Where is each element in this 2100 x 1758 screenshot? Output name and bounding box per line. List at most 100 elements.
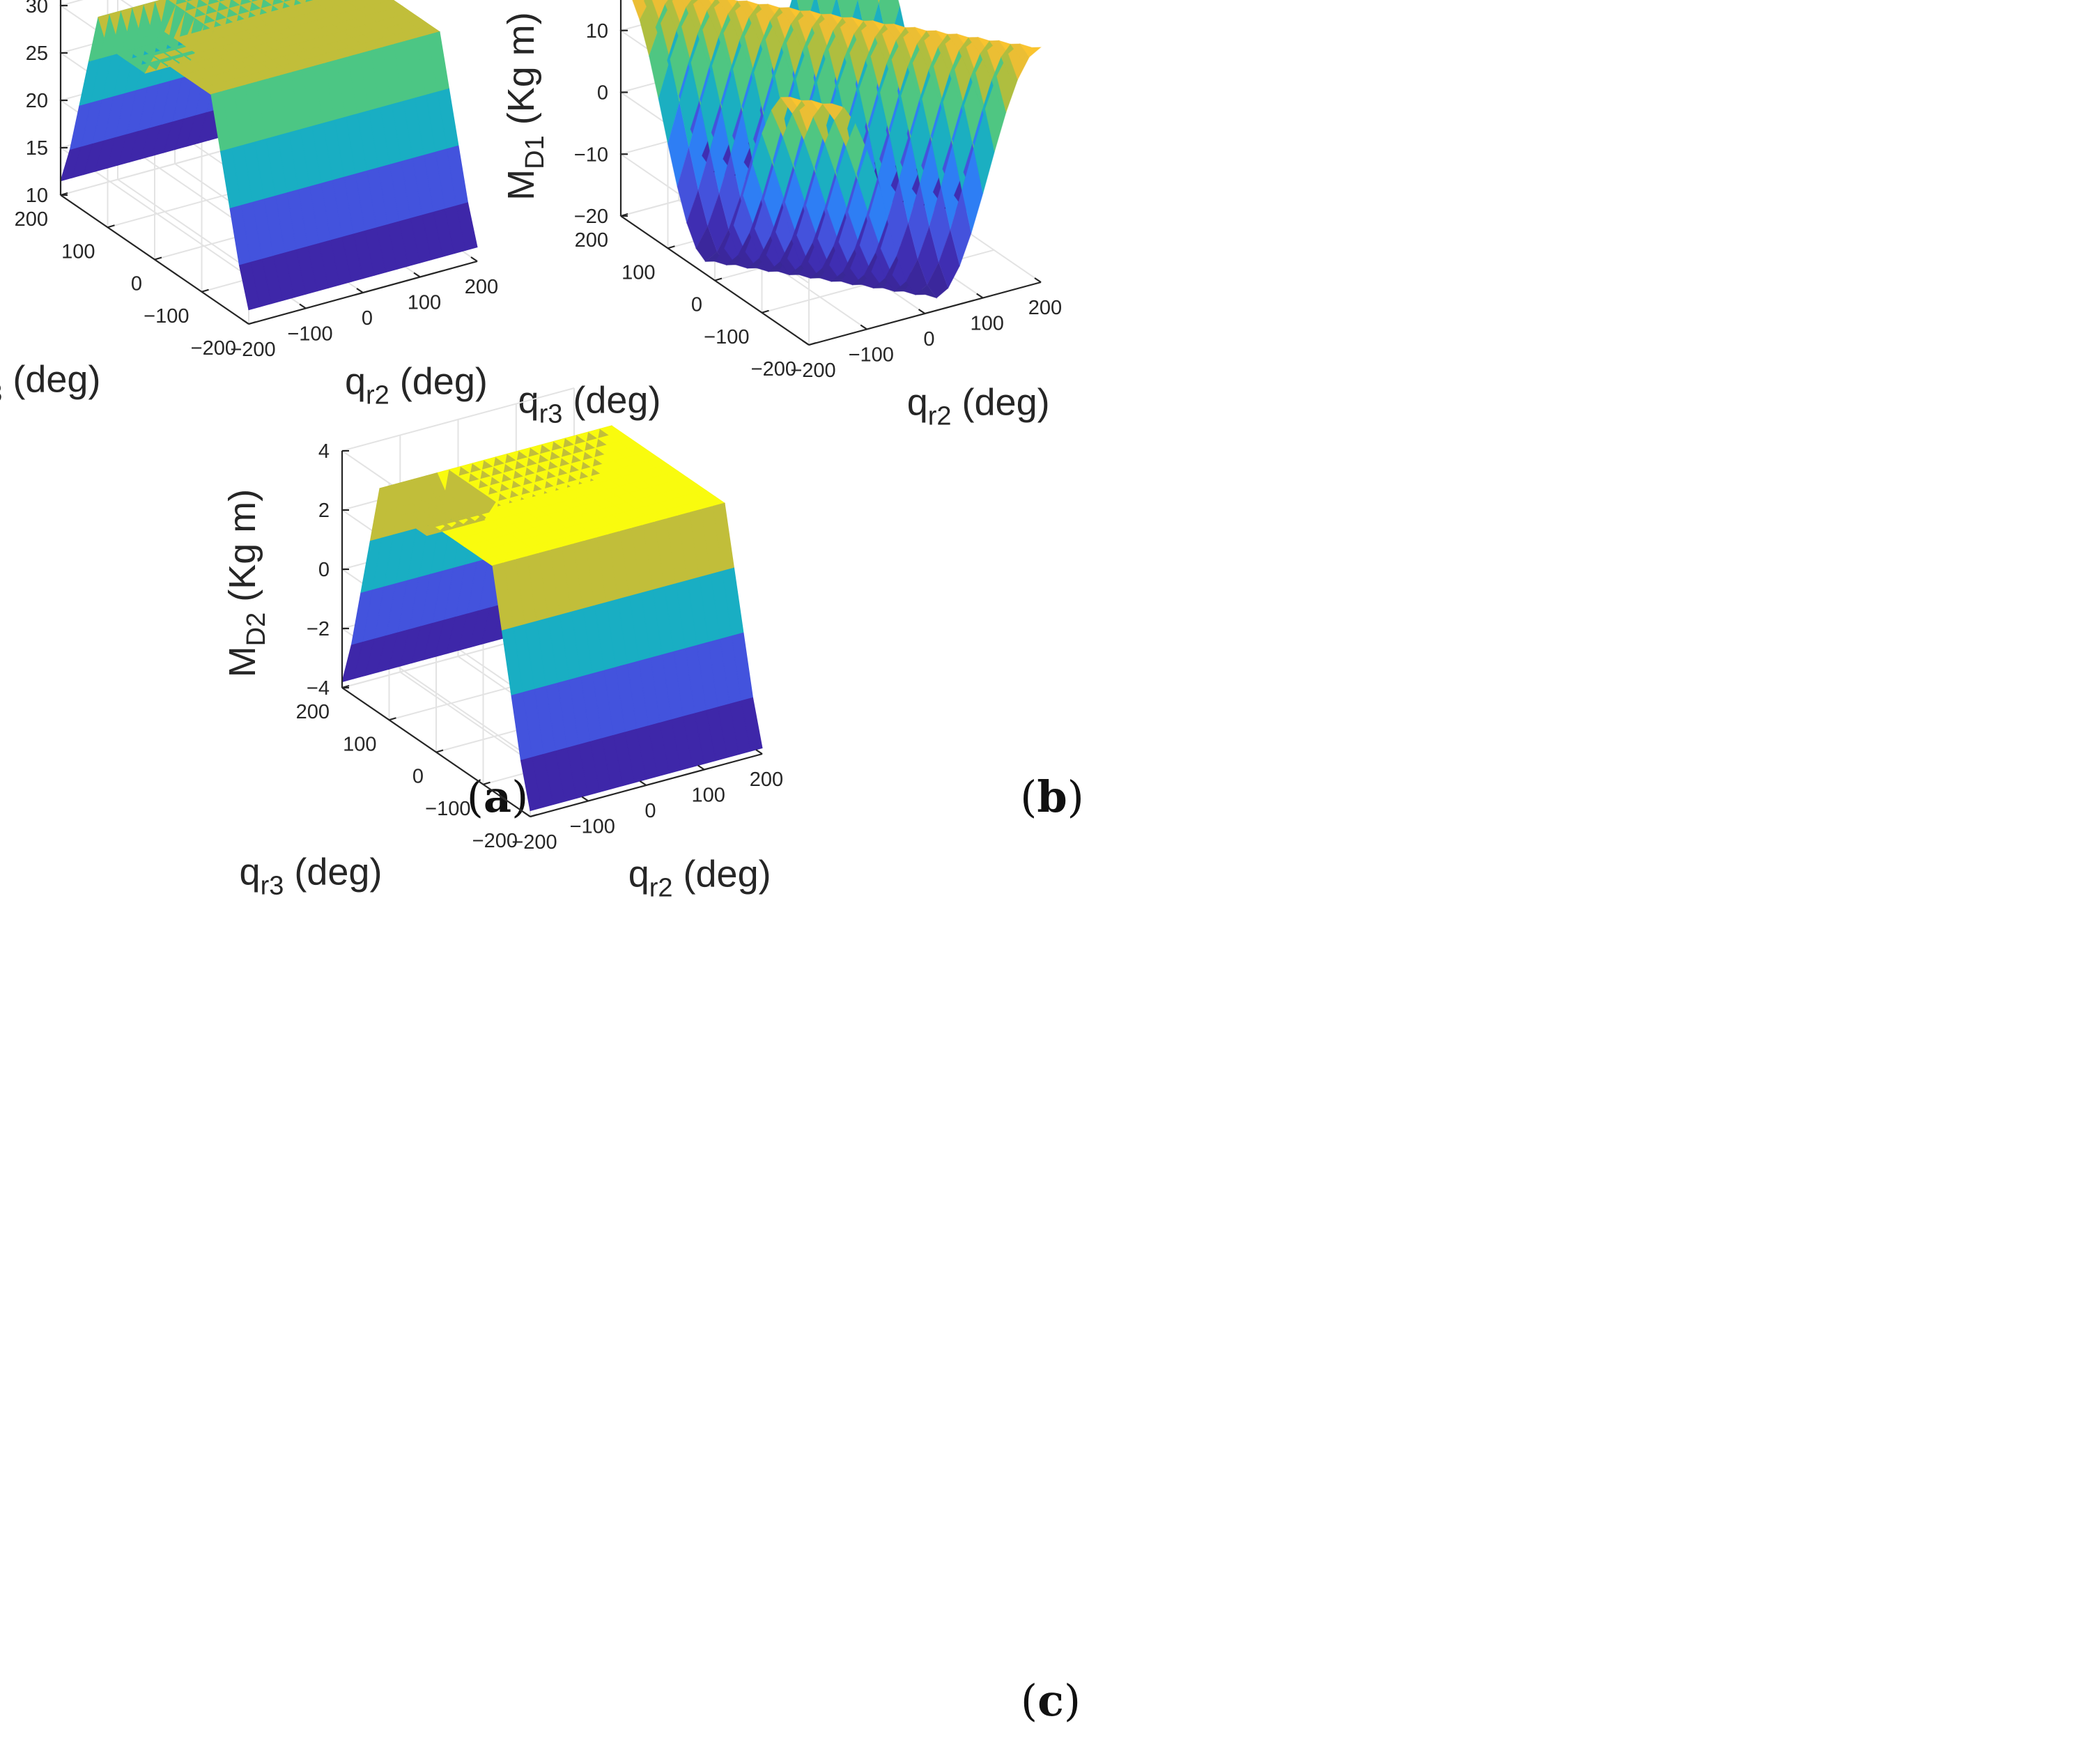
x-tick-mark bbox=[242, 319, 249, 325]
x-tick-mark bbox=[918, 309, 926, 314]
y-tick-mark bbox=[714, 277, 723, 282]
z-tick-label: 0 bbox=[597, 82, 608, 105]
y-tick-label: 100 bbox=[61, 240, 95, 263]
y-tick-label: −100 bbox=[425, 798, 470, 820]
x-tick-label: −200 bbox=[511, 831, 557, 854]
y-axis-label: qr3 (deg) bbox=[518, 380, 661, 429]
x-tick-label: 100 bbox=[692, 785, 725, 807]
caption-a: (a) bbox=[467, 771, 529, 822]
plot-b: −200−1000100200−200−1000100200−20−100102… bbox=[500, 0, 1084, 822]
z-tick-label: 10 bbox=[586, 20, 608, 43]
x-tick-label: 0 bbox=[923, 328, 934, 350]
y-tick-mark bbox=[201, 288, 209, 293]
x-tick-mark bbox=[581, 796, 589, 802]
x-tick-mark bbox=[860, 324, 867, 330]
y-tick-label: 100 bbox=[621, 261, 655, 284]
axes bbox=[619, 0, 1042, 346]
x-tick-label: −100 bbox=[849, 344, 894, 367]
z-tick-label: 0 bbox=[318, 559, 330, 581]
surface-patch bbox=[305, 0, 314, 3]
plot-c: −200−1000100200−200−1000100200−4−2024qr2… bbox=[222, 387, 1081, 1726]
z-tick-label: 15 bbox=[26, 137, 48, 160]
y-tick-label: 200 bbox=[296, 701, 330, 723]
tick-labels: −200−1000100200−200−10001002001015202530… bbox=[15, 0, 499, 361]
x-tick-label: 200 bbox=[465, 276, 498, 298]
y-axis-label: qr3 (deg) bbox=[0, 359, 100, 408]
surface-patch bbox=[456, 202, 478, 251]
y-tick-label: 0 bbox=[691, 294, 702, 316]
z-tick-label: 30 bbox=[26, 0, 48, 17]
y-tick-mark bbox=[483, 781, 491, 785]
y-tick-label: −200 bbox=[191, 337, 236, 360]
x-tick-label: −200 bbox=[230, 339, 275, 361]
x-tick-label: 200 bbox=[750, 769, 783, 791]
z-tick-label: −4 bbox=[307, 677, 330, 700]
x-tick-mark bbox=[299, 303, 307, 309]
x-tick-label: −200 bbox=[790, 360, 835, 382]
x-tick-mark bbox=[523, 812, 531, 817]
plot-a: −200−1000100200−200−10001002001015202530… bbox=[0, 0, 528, 822]
z-tick-label: 4 bbox=[318, 440, 330, 463]
z-tick-label: 25 bbox=[26, 43, 48, 65]
y-axis-label: qr3 (deg) bbox=[240, 851, 383, 901]
y-tick-mark bbox=[530, 813, 538, 818]
x-tick-mark bbox=[356, 288, 364, 293]
z-axis-label: MD2 (Kg m) bbox=[222, 489, 271, 678]
y-tick-label: 200 bbox=[575, 229, 608, 252]
x-tick-label: −100 bbox=[570, 816, 615, 838]
x-axis-label: qr2 (deg) bbox=[628, 854, 771, 903]
x-tick-mark bbox=[470, 256, 478, 262]
surface-patch bbox=[877, 0, 881, 4]
x-tick-mark bbox=[976, 293, 984, 299]
y-tick-mark bbox=[435, 749, 444, 753]
axes bbox=[59, 0, 478, 325]
y-tick-mark bbox=[808, 341, 817, 346]
y-tick-mark bbox=[667, 245, 675, 249]
x-tick-mark bbox=[697, 764, 705, 771]
y-tick-mark bbox=[762, 309, 769, 314]
x-tick-label: 100 bbox=[971, 313, 1004, 335]
surface-patch bbox=[741, 697, 763, 752]
x-axis-label: qr2 (deg) bbox=[345, 361, 488, 410]
axes bbox=[341, 449, 763, 818]
y-tick-label: −200 bbox=[472, 830, 518, 852]
x-tick-mark bbox=[1034, 277, 1042, 283]
x-tick-label: 100 bbox=[408, 292, 441, 314]
y-tick-label: 0 bbox=[412, 766, 424, 788]
caption-c: (c) bbox=[1021, 1675, 1081, 1726]
y-tick-mark bbox=[389, 717, 396, 721]
x-tick-mark bbox=[755, 749, 763, 755]
x-axis-label: qr2 (deg) bbox=[907, 382, 1050, 431]
z-tick-label: 2 bbox=[318, 500, 330, 522]
surface bbox=[60, 0, 478, 311]
y-tick-mark bbox=[248, 321, 256, 325]
z-tick-label: −2 bbox=[307, 618, 330, 640]
y-tick-label: −100 bbox=[144, 305, 189, 327]
y-tick-label: 0 bbox=[131, 273, 142, 295]
y-tick-label: −100 bbox=[704, 326, 749, 348]
z-tick-label: −20 bbox=[574, 206, 608, 228]
x-tick-mark bbox=[639, 780, 647, 786]
z-axis-label: MD1 (Kg m) bbox=[500, 12, 550, 201]
x-tick-label: 200 bbox=[1028, 297, 1062, 319]
y-tick-mark bbox=[154, 256, 162, 261]
x-tick-mark bbox=[413, 272, 421, 278]
x-tick-label: 0 bbox=[644, 800, 656, 822]
z-tick-label: 20 bbox=[26, 90, 48, 112]
surface bbox=[632, 0, 1042, 299]
y-tick-label: −200 bbox=[751, 358, 796, 380]
x-tick-mark bbox=[802, 340, 810, 346]
z-tick-label: −10 bbox=[574, 144, 608, 166]
surface bbox=[341, 425, 763, 812]
surface-patch bbox=[1019, 43, 1042, 58]
caption-b: (b) bbox=[1020, 771, 1084, 822]
x-tick-label: −100 bbox=[287, 323, 332, 346]
y-tick-label: 100 bbox=[343, 733, 376, 755]
x-tick-label: 0 bbox=[362, 307, 373, 330]
tick-labels: −200−1000100200−200−1000100200−20−100102… bbox=[574, 20, 1062, 382]
z-tick-label: 10 bbox=[26, 185, 48, 207]
y-tick-label: 200 bbox=[15, 208, 48, 231]
y-tick-mark bbox=[107, 224, 115, 229]
